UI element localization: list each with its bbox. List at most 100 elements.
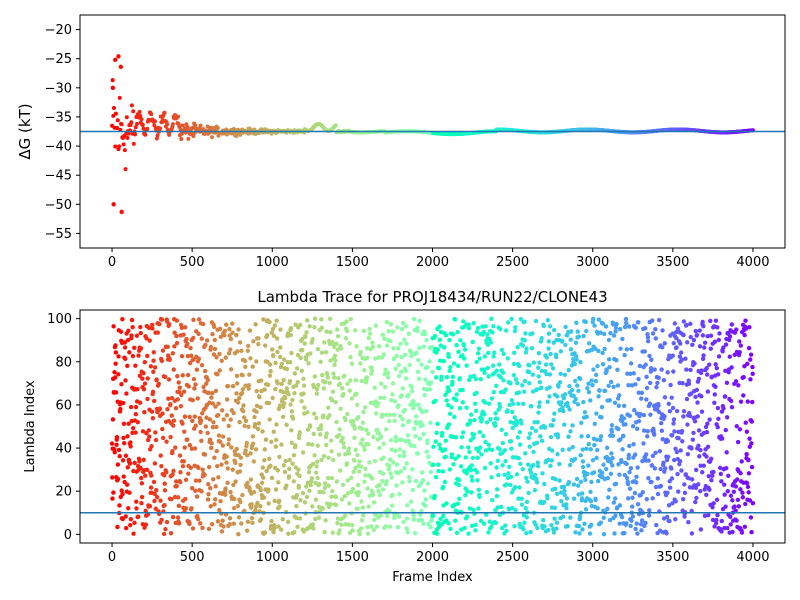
x-tick-label: 500 [180, 255, 205, 270]
lambda-point [300, 347, 305, 353]
lambda-point [402, 407, 407, 413]
lambda-point [294, 492, 300, 498]
lambda-point [521, 526, 526, 532]
lambda-point [509, 398, 514, 403]
lambda-point [512, 484, 518, 490]
lambda-point [600, 350, 605, 356]
lambda-point [606, 383, 611, 389]
lambda-point [341, 440, 346, 446]
lambda-point [574, 357, 579, 362]
dg-point [115, 118, 120, 123]
lambda-point [732, 504, 737, 509]
lambda-point [215, 463, 220, 469]
lambda-point [175, 397, 180, 402]
lambda-point [333, 399, 338, 405]
lambda-point [470, 455, 476, 461]
lambda-point [597, 388, 602, 393]
lambda-point [128, 516, 134, 522]
lambda-point [289, 440, 294, 446]
lambda-point [225, 466, 230, 471]
lambda-point [337, 432, 342, 438]
lambda-point [153, 430, 158, 435]
lambda-point [210, 401, 215, 406]
lambda-point [139, 494, 145, 500]
lambda-point [430, 513, 436, 518]
lambda-point [396, 362, 401, 368]
lambda-point [375, 427, 380, 432]
lambda-point [484, 512, 489, 517]
lambda-point [339, 386, 345, 391]
lambda-point [217, 507, 222, 513]
lambda-point [218, 439, 223, 445]
lambda-point [210, 425, 216, 430]
lambda-point [523, 350, 529, 355]
lambda-point [233, 460, 238, 466]
lambda-point [393, 438, 399, 444]
lambda-point [373, 323, 379, 328]
lambda-point [287, 457, 292, 463]
lambda-point [564, 496, 570, 501]
lambda-point [728, 493, 734, 498]
lambda-point [262, 387, 267, 392]
lambda-point [738, 471, 743, 476]
lambda-point [128, 440, 133, 445]
lambda-point [136, 353, 141, 358]
lambda-point [506, 507, 512, 512]
lambda-point [659, 367, 664, 372]
lambda-point [490, 497, 495, 503]
dg-point [179, 136, 184, 141]
lambda-point [579, 434, 584, 439]
lambda-point [204, 381, 209, 386]
lambda-point [546, 331, 552, 336]
lambda-point [522, 378, 528, 384]
lambda-point [228, 347, 233, 352]
lambda-point [413, 433, 418, 439]
lambda-point [662, 341, 667, 346]
lambda-point [457, 376, 462, 381]
lambda-point [475, 455, 480, 461]
lambda-point [678, 350, 684, 355]
lambda-point [697, 328, 702, 333]
lambda-point [461, 343, 466, 348]
lambda-point [636, 390, 641, 395]
lambda-point [607, 364, 612, 370]
lambda-point [741, 393, 746, 398]
lambda-point [398, 469, 404, 474]
lambda-point [315, 459, 320, 464]
lambda-point [166, 396, 171, 401]
lambda-point [363, 473, 368, 478]
lambda-point [456, 482, 462, 488]
lambda-point [372, 385, 377, 391]
lambda-point [617, 393, 622, 398]
lambda-point [589, 479, 594, 485]
lambda-point [715, 424, 720, 430]
lambda-point [349, 361, 355, 367]
lambda-point [612, 496, 618, 501]
lambda-point [560, 514, 566, 519]
dg-point [119, 209, 124, 215]
lambda-point [538, 434, 543, 439]
lambda-point [494, 487, 500, 492]
lambda-point [424, 337, 429, 343]
lambda-point [319, 350, 325, 355]
lambda-point [656, 403, 661, 408]
lambda-point [743, 318, 748, 323]
lambda-point [601, 531, 607, 537]
lambda-point [228, 489, 233, 495]
lambda-point [142, 359, 147, 365]
lambda-point [359, 526, 364, 531]
lambda-point [243, 383, 248, 388]
lambda-point [728, 522, 733, 527]
lambda-point [540, 471, 545, 476]
lambda-point [404, 526, 409, 531]
lambda-point [420, 477, 426, 483]
lambda-point [451, 462, 456, 467]
lambda-point [433, 439, 438, 444]
lambda-point [267, 319, 272, 325]
lambda-point [156, 381, 161, 387]
lambda-point [427, 359, 432, 364]
lambda-point [546, 339, 551, 344]
lambda-point [201, 384, 206, 390]
lambda-point [198, 521, 203, 526]
lambda-point [629, 346, 634, 352]
